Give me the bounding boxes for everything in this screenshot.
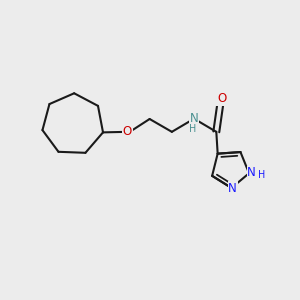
Text: O: O: [123, 125, 132, 138]
Text: N: N: [248, 166, 256, 179]
Text: H: H: [258, 170, 266, 180]
Text: H: H: [189, 124, 196, 134]
Text: N: N: [190, 112, 199, 125]
Text: N: N: [228, 182, 237, 195]
Text: O: O: [217, 92, 226, 105]
